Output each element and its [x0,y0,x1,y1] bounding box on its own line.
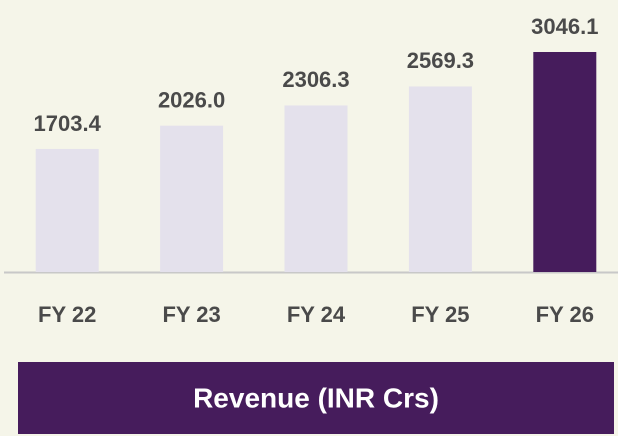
x-tick-label: FY 22 [38,302,96,327]
x-tick-label: FY 24 [287,302,346,327]
value-label: 2026.0 [158,87,225,112]
value-label: 2306.3 [282,67,349,92]
value-label: 1703.4 [34,111,102,136]
bar [35,148,99,272]
bar [284,105,348,273]
bar [160,125,224,272]
chart-title: Revenue (INR Crs) [193,382,439,413]
x-tick-label: FY 23 [162,302,220,327]
title-banner [18,362,614,434]
value-label: 3046.1 [531,14,598,39]
x-tick-label: FY 25 [411,302,469,327]
value-label: 2569.3 [407,48,474,73]
bar [408,86,472,273]
x-tick-label: FY 26 [536,302,594,327]
bar [533,52,597,272]
